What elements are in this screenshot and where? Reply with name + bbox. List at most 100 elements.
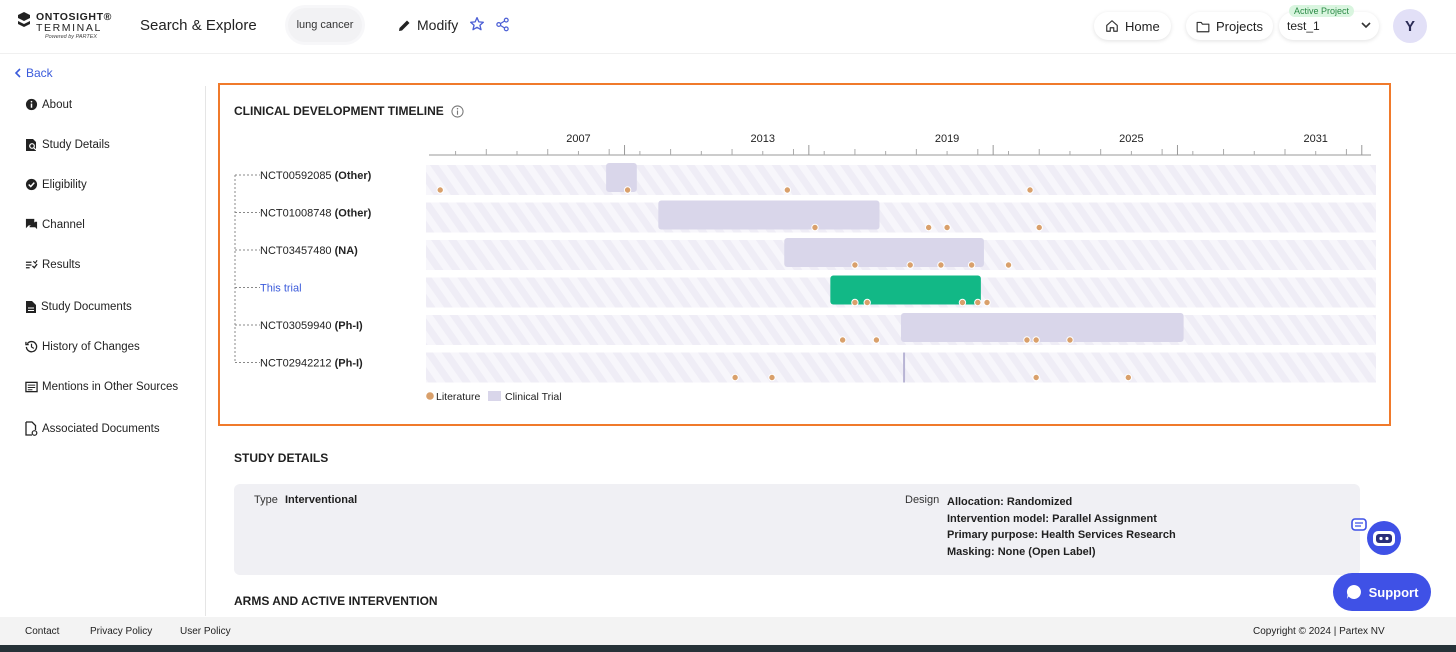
footer-contact-link[interactable]: Contact [25, 626, 60, 637]
type-label: Type [254, 494, 278, 506]
share-icon[interactable] [495, 17, 510, 32]
trial-bar [606, 163, 637, 192]
design-values: Allocation: Randomized Intervention mode… [947, 494, 1176, 560]
sidebar-item-results[interactable]: Results [25, 259, 80, 271]
trial-bar [784, 238, 984, 267]
ontosight-logo[interactable]: ONTOSIGHT® TERMINAL Powered by PARTEX [16, 10, 116, 42]
design-intervention-model: Intervention model: Parallel Assignment [947, 512, 1157, 525]
star-icon[interactable] [469, 16, 485, 32]
footer-copyright: Copyright © 2024 | Partex NV [1253, 626, 1385, 637]
timeline-title: CLINICAL DEVELOPMENT TIMELINE [234, 104, 464, 118]
sidebar-item-study-documents[interactable]: Study Documents [25, 300, 132, 314]
user-avatar[interactable]: Y [1393, 9, 1427, 43]
literature-point [906, 261, 914, 269]
literature-point [924, 223, 933, 232]
trial-bar [901, 313, 1184, 342]
literature-point [1004, 261, 1013, 269]
trial-bar [658, 200, 880, 230]
sidebar: About Study Details Eligibility Channel … [0, 86, 206, 616]
literature-point [863, 298, 871, 307]
active-project-badge: Active Project [1289, 5, 1355, 17]
sidebar-item-label: Study Documents [41, 301, 132, 313]
chatbot-icon[interactable] [1351, 517, 1407, 559]
literature-point [943, 223, 951, 232]
sidebar-item-channel[interactable]: Channel [25, 218, 85, 231]
logo-line-3: Powered by PARTEX [45, 34, 98, 40]
literature-point [983, 298, 991, 307]
support-label: Support [1368, 584, 1419, 600]
design-primary-purpose: Primary purpose: Health Services Researc… [947, 529, 1176, 541]
literature-point [974, 298, 982, 307]
projects-button[interactable]: Projects [1186, 12, 1273, 40]
axis-tick-label: 2031 [1303, 133, 1327, 145]
timeline-title-text: CLINICAL DEVELOPMENT TIMELINE [234, 104, 444, 118]
sidebar-item-study-details[interactable]: Study Details [25, 138, 110, 152]
query-chip[interactable]: lung cancer [288, 8, 362, 42]
design-allocation: Allocation: Randomized [947, 496, 1073, 508]
sidebar-item-eligibility[interactable]: Eligibility [25, 178, 87, 191]
literature-point [1035, 223, 1043, 232]
literature-point [937, 261, 945, 269]
literature-point [851, 261, 859, 269]
footer-user-policy-link[interactable]: User Policy [180, 626, 231, 637]
legend-trial-label: Clinical Trial [505, 391, 562, 403]
sidebar-item-label: Study Details [42, 139, 110, 151]
attachment-doc-icon [25, 421, 38, 436]
literature-point [1124, 373, 1133, 382]
trial-row-label: NCT01008748 (Other) [260, 208, 372, 220]
literature-point [768, 373, 776, 382]
sidebar-item-history[interactable]: History of Changes [25, 340, 140, 353]
literature-point [872, 336, 881, 344]
logo-line-2: TERMINAL [36, 22, 102, 34]
literature-point [851, 298, 859, 307]
modify-label: Modify [417, 17, 459, 33]
sidebar-item-label: About [42, 98, 73, 111]
row-background [426, 352, 1376, 383]
literature-point [1066, 336, 1074, 344]
sidebar-item-label: History of Changes [42, 340, 140, 353]
footer: Contact Privacy Policy User Policy Copyr… [0, 617, 1456, 645]
chevron-down-icon [1361, 22, 1371, 29]
sidebar-item-label: Eligibility [42, 178, 87, 191]
chat-bubble-icon [1346, 584, 1361, 599]
sidebar-item-mentions[interactable]: Mentions in Other Sources [25, 381, 178, 393]
type-value: Interventional [285, 494, 358, 506]
check-circle-icon [25, 178, 38, 191]
taskbar-strip [0, 645, 1456, 652]
back-label: Back [26, 66, 53, 80]
trial-row-label: This trial [260, 283, 302, 295]
back-link[interactable]: Back [14, 66, 53, 80]
axis-tick-label: 2007 [566, 133, 590, 145]
design-masking: Masking: None (Open Label) [947, 545, 1096, 558]
document-icon [26, 301, 36, 313]
literature-point [1032, 373, 1040, 382]
sidebar-item-label: Mentions in Other Sources [42, 381, 179, 393]
axis-tick-label: 2025 [1119, 133, 1143, 145]
projects-label: Projects [1216, 18, 1263, 34]
sidebar-item-associated-documents[interactable]: Associated Documents [25, 421, 160, 436]
document-search-icon [26, 139, 37, 151]
sidebar-item-label: Associated Documents [42, 422, 160, 435]
footer-privacy-link[interactable]: Privacy Policy [90, 626, 153, 637]
literature-point [967, 261, 976, 269]
axis-tick-label: 2013 [751, 133, 775, 145]
home-label: Home [1125, 18, 1160, 34]
trial-row-label: NCT03457480 (NA) [260, 245, 358, 257]
sidebar-item-about[interactable]: About [25, 98, 72, 111]
legend-literature-swatch [426, 392, 434, 400]
design-label: Design [905, 494, 940, 506]
home-button[interactable]: Home [1094, 12, 1171, 40]
newspaper-icon [25, 381, 38, 393]
study-details-title: STUDY DETAILS [234, 451, 329, 465]
folder-icon [1196, 21, 1210, 32]
modify-button[interactable]: Modify [398, 17, 458, 33]
active-project-value: test_1 [1287, 19, 1320, 33]
trial-row-label: NCT00592085 (Other) [260, 170, 372, 182]
literature-point [436, 186, 444, 194]
active-project-select[interactable]: Active Project test_1 [1279, 5, 1379, 40]
literature-point [783, 186, 792, 194]
row-background [426, 165, 1376, 195]
info-outline-icon[interactable] [451, 104, 464, 118]
support-button[interactable]: Support [1333, 573, 1431, 611]
literature-point [958, 298, 967, 307]
